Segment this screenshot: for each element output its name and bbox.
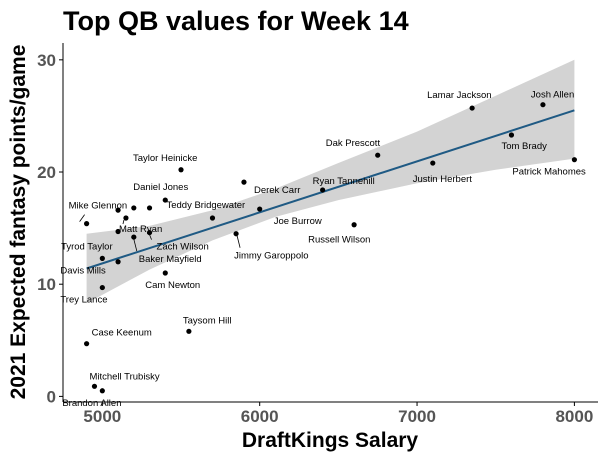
y-axis-title: 2021 Expected fantasy points/game	[7, 45, 30, 400]
label-baker-mayfield: Baker Mayfield	[139, 254, 202, 265]
label-ryan-tannehill: Ryan Tannehill	[313, 176, 375, 187]
point-brandon-allen	[99, 388, 105, 394]
point-joe-burrow	[257, 206, 263, 212]
y-tick-label: 30	[37, 51, 56, 70]
leader-baker-mayfield	[133, 238, 138, 252]
point-taylor-heinicke	[178, 167, 184, 173]
y-axis-ticks: 0 10 20 30	[37, 51, 63, 406]
plot-area: Josh Allen Lamar Jackson Tom Brady Patrick …	[60, 59, 586, 409]
label-cam-newton: Cam Newton	[145, 280, 200, 291]
point-derek-carr	[241, 179, 247, 185]
x-tick-label: 6000	[241, 407, 279, 426]
point-josh-allen	[540, 102, 546, 108]
label-josh-allen: Josh Allen	[531, 90, 574, 101]
point-trey-lance	[99, 284, 105, 291]
leader-jimmy-garoppolo	[236, 235, 241, 248]
point-teddy-bridgewater	[209, 215, 216, 221]
point-labels: Josh Allen Lamar Jackson Tom Brady Patrick …	[60, 90, 586, 409]
point-patrick-mahomes	[571, 157, 577, 163]
label-case-keenum: Case Keenum	[92, 328, 152, 339]
point-zach-wilson	[146, 229, 153, 236]
x-tick-label: 7000	[398, 407, 436, 426]
point-tyrod-taylor	[115, 228, 121, 235]
point-unlabeled-26	[115, 207, 121, 213]
label-patrick-mahomes: Patrick Mahomes	[512, 167, 586, 178]
label-daniel-jones: Daniel Jones	[133, 182, 188, 193]
point-cam-newton	[162, 270, 168, 276]
label-teddy-bridgewater: Teddy Bridgewater	[166, 200, 245, 211]
label-justin-herbert: Justin Herbert	[413, 174, 472, 185]
label-mitchell-trubisky: Mitchell Trubisky	[89, 371, 159, 382]
point-lamar-jackson	[469, 105, 475, 111]
label-trey-lance: Trey Lance	[60, 295, 107, 306]
point-matt-ryan	[123, 215, 129, 221]
point-case-keenum	[84, 341, 90, 347]
point-baker-mayfield	[131, 234, 137, 240]
label-jimmy-garoppolo: Jimmy Garoppolo	[234, 251, 308, 262]
x-axis-title: DraftKings Salary	[242, 429, 419, 452]
point-tom-brady	[508, 132, 515, 138]
point-unlabeled-27	[131, 205, 137, 211]
point-mitchell-trubisky	[91, 383, 98, 389]
label-mike-glennon: Mike Glennon	[69, 201, 128, 212]
label-zach-wilson: Zach Wilson	[157, 242, 209, 253]
x-tick-label: 5000	[83, 407, 121, 426]
label-matt-ryan: Matt Ryan	[119, 224, 162, 235]
label-lamar-jackson: Lamar Jackson	[427, 90, 491, 101]
label-tom-brady: Tom Brady	[501, 141, 547, 152]
y-tick-label: 20	[37, 163, 56, 182]
point-davis-mills	[99, 255, 105, 261]
x-tick-label: 8000	[555, 407, 593, 426]
point-justin-herbert	[430, 160, 436, 166]
label-joe-burrow: Joe Burrow	[274, 216, 322, 227]
confidence-band	[86, 59, 575, 304]
label-brandon-allen: Brandon Allen	[62, 398, 121, 409]
point-daniel-jones	[162, 197, 168, 203]
leader-mike-glennon	[79, 214, 85, 222]
point-russell-wilson	[351, 222, 357, 228]
point-jimmy-garoppolo	[233, 231, 239, 237]
data-points	[84, 102, 577, 394]
label-taylor-heinicke: Taylor Heinicke	[133, 153, 197, 164]
point-dak-prescott	[375, 152, 381, 158]
trend-line	[86, 109, 575, 270]
point-mike-glennon	[84, 221, 90, 227]
leader-matt-ryan	[122, 219, 125, 225]
label-taysom-hill: Taysom Hill	[183, 315, 232, 326]
point-taysom-hill	[186, 328, 192, 334]
label-dak-prescott: Dak Prescott	[326, 138, 381, 149]
y-tick-label: 0	[47, 387, 56, 406]
point-unlabeled-28	[146, 205, 153, 211]
y-tick-label: 10	[37, 275, 56, 294]
label-tyrod-taylor: Tyrod Taylor	[61, 241, 113, 252]
label-davis-mills: Davis Mills	[60, 265, 106, 276]
label-derek-carr: Derek Carr	[254, 185, 300, 196]
point-ryan-tannehill	[320, 187, 326, 193]
leader-zach-wilson	[149, 234, 152, 240]
chart-title: Top QB values for Week 14	[63, 6, 409, 36]
x-axis-ticks: 5000 6000 7000 8000	[83, 402, 593, 426]
point-unlabeled-29	[115, 259, 121, 265]
label-russell-wilson: Russell Wilson	[308, 235, 370, 246]
